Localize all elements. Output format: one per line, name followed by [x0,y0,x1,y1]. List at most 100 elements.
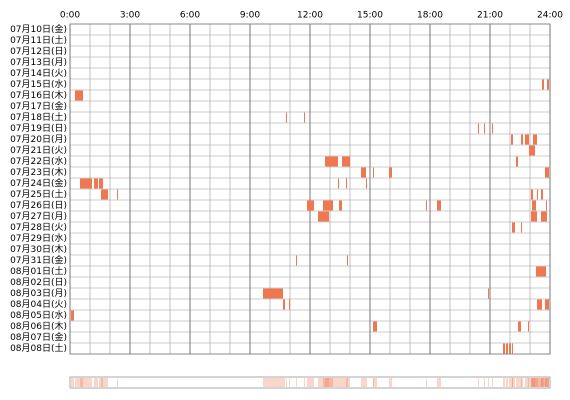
row-label: 07月16日(木) [10,89,67,101]
strip-segment [323,378,333,387]
x-tick-label: 6:00 [180,11,200,21]
strip-segment [99,378,103,387]
activity-segment [547,79,549,90]
strip-segment [373,378,374,387]
x-tick-label: 0:00 [60,11,80,21]
strip-segment [75,378,83,387]
activity-segment [296,255,297,266]
activity-segment [346,178,347,189]
strip-segment [478,378,479,387]
strip-segment [286,378,287,387]
activity-segment [503,343,505,354]
row-label: 07月19日(日) [10,123,67,134]
row-label: 07月24日(金) [10,177,67,189]
strip-segment [511,378,513,387]
activity-segment [531,189,533,200]
strip-segment [296,378,297,387]
strip-segment [94,378,98,387]
strip-segment [437,378,441,387]
activity-segment [286,112,287,123]
activity-segment [533,134,537,145]
strip-segment [536,378,546,387]
x-tick-label: 21:00 [477,11,503,21]
strip-segment [546,378,547,387]
activity-segment [542,79,544,90]
strip-segment [304,378,305,387]
row-label: 08月02日(日) [10,277,67,288]
activity-segment [347,255,348,266]
strip-segment [283,378,285,387]
activity-segment [342,156,350,167]
activity-segment [531,211,537,222]
row-label: 07月15日(水) [10,78,67,90]
strip-segment [542,378,544,387]
row-label: 07月11日(土) [10,34,67,46]
activity-segment [94,178,98,189]
summary-strip [69,376,551,389]
strip-segment [516,378,518,387]
strip-segment [488,378,489,387]
row-label: 08月03日(月) [10,288,67,299]
row-label: 07月25日(土) [10,188,67,200]
strip-segment [307,378,314,387]
strip-segment [117,378,118,387]
activity-segment [541,211,547,222]
activity-segment [512,222,515,233]
activity-segment [318,211,329,222]
strip-segment [342,378,350,387]
row-label: 07月29日(水) [10,232,67,244]
activity-segment [75,90,83,101]
activity-segment [512,343,513,354]
activity-segment [492,123,493,134]
activity-segment [373,167,374,178]
row-label: 07月28日(火) [10,222,67,233]
row-label: 08月08日(土) [10,342,67,354]
strip-segment [366,378,367,387]
activity-segment [437,200,441,211]
strip-segment [101,378,108,387]
activity-segment [521,134,523,145]
strip-segment [512,378,515,387]
strip-segment [525,378,529,387]
activity-segment [338,178,339,189]
x-tick-label: 18:00 [417,11,443,21]
activity-segment [426,200,427,211]
activity-segment [263,288,283,299]
row-label: 07月13日(月) [10,57,67,68]
row-label: 08月01日(土) [10,265,67,277]
strip-segment [521,378,522,387]
row-label: 07月20日(月) [10,134,67,145]
row-label: 07月14日(火) [10,68,67,79]
activity-segment [537,189,538,200]
strip-segment [541,378,547,387]
strip-segment [484,378,485,387]
activity-segment [71,310,74,321]
row-label: 07月10日(金) [10,23,67,35]
activity-segment [339,200,342,211]
activity-segment [373,321,377,332]
activity-segment [289,299,290,310]
activity-segment [528,321,529,332]
strip-segment [263,378,283,387]
activity-segment [521,222,522,233]
row-label: 08月06日(木) [10,320,67,332]
row-label: 07月21日(火) [10,145,67,156]
activity-segment [516,156,518,167]
strip-segment [537,378,542,387]
row-label: 07月12日(日) [10,46,67,57]
strip-segment [541,378,543,387]
strip-segment [347,378,348,387]
activity-segment [80,178,92,189]
activity-segment [532,200,536,211]
strip-segment [338,378,339,387]
strip-segment [531,378,533,387]
strip-segment [389,378,392,387]
activity-segment [546,200,547,211]
activity-segment [506,343,508,354]
row-label: 07月17日(金) [10,100,67,112]
activity-segment [541,189,543,200]
activity-segment [525,134,529,145]
row-label: 07月27日(月) [10,211,67,222]
strip-segment [528,378,529,387]
